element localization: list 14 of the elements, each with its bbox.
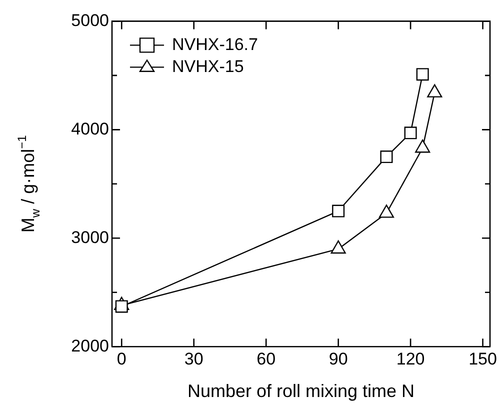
legend-label: NVHX-15 — [172, 56, 244, 76]
x-tick-label: 30 — [184, 349, 204, 368]
y-tick-label: 3000 — [71, 228, 109, 247]
x-axis-title: Number of roll mixing time N — [187, 381, 415, 401]
y-tick-label: 2000 — [71, 336, 109, 356]
x-tick-label: 150 — [468, 349, 497, 368]
x-tick-label: 60 — [256, 349, 276, 368]
x-tick-label: 90 — [328, 349, 348, 368]
x-tick-label: 0 — [116, 349, 126, 368]
y-tick-label: 4000 — [71, 119, 109, 138]
x-tick-label: 120 — [396, 349, 425, 368]
y-axis-title: Mw / g·mol−1 — [14, 134, 42, 233]
y-tick-label: 5000 — [71, 10, 109, 30]
legend-label: NVHX-16.7 — [172, 34, 258, 54]
